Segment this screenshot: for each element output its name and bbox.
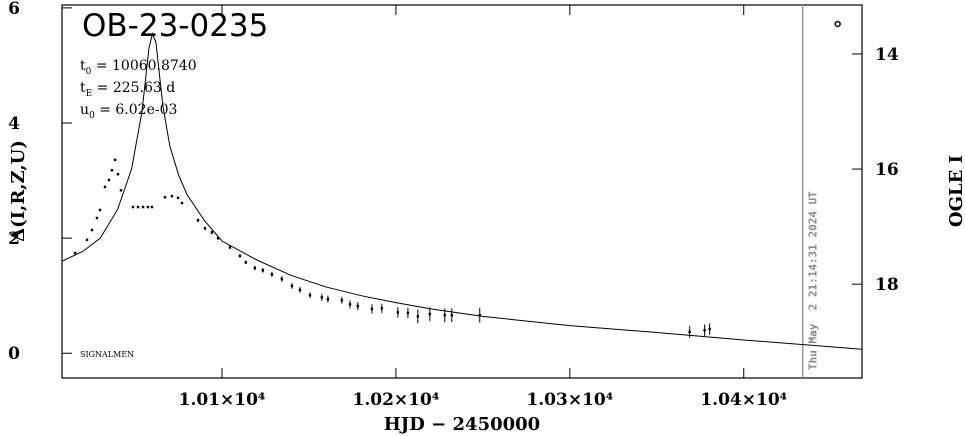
data-point	[280, 277, 284, 281]
data-point	[141, 205, 145, 209]
data-point	[146, 205, 150, 209]
data-point	[320, 296, 324, 299]
data-point	[244, 261, 248, 264]
data-point	[119, 189, 123, 192]
fit-parameter: tE = 225.63 d	[80, 80, 175, 99]
data-point	[103, 185, 107, 189]
data-point	[196, 219, 200, 222]
y-tick-label: 0	[8, 344, 20, 364]
data-point	[340, 299, 344, 302]
param-subscript: 0	[86, 67, 92, 77]
data-point	[348, 303, 352, 306]
y2-axis-label: OGLE I	[946, 155, 965, 227]
y-tick-label: 4	[8, 114, 20, 134]
y-axis-label: Δ(I,R,Z,U)	[8, 140, 29, 242]
y2-tick-label: 18	[875, 275, 899, 295]
data-point	[703, 329, 706, 332]
data-point	[131, 205, 135, 209]
data-point	[85, 238, 89, 242]
y-tick-label: 2	[8, 229, 20, 249]
data-point	[356, 304, 360, 308]
signature: SIGNALMEN	[80, 350, 134, 359]
data-point	[90, 228, 94, 232]
data-point	[708, 327, 711, 331]
param-text: = 225.63 d	[92, 80, 175, 96]
data-point	[228, 246, 232, 249]
data-point	[443, 314, 446, 317]
data-point	[95, 216, 99, 220]
x-tick-label: 1.04×10⁴	[700, 390, 787, 410]
y2-tick-label: 16	[875, 160, 899, 180]
param-subscript: 0	[89, 111, 95, 121]
data-point	[180, 201, 184, 205]
chart-title: OB-23-0235	[82, 8, 268, 44]
data-point	[261, 269, 265, 272]
plot-frame	[61, 4, 863, 379]
data-point	[450, 314, 453, 317]
x-tick-label: 1.02×10⁴	[353, 390, 440, 410]
data-point	[216, 236, 220, 240]
model-curve	[62, 32, 862, 350]
data-point	[110, 169, 114, 172]
data-point	[136, 205, 140, 209]
data-point	[380, 307, 384, 310]
x-axis-label: HJD − 2450000	[384, 414, 540, 435]
data-point	[406, 311, 410, 315]
data-point	[203, 227, 207, 230]
data-point	[396, 311, 400, 314]
timestamp: Thu May 2 21:14:31 2024 UT	[807, 191, 820, 370]
data-point	[270, 273, 274, 276]
data-point	[113, 158, 117, 162]
data-point	[688, 330, 691, 334]
data-point	[834, 20, 841, 28]
data-point	[107, 178, 111, 182]
data-point	[98, 208, 102, 212]
param-symbol: u	[80, 102, 89, 118]
data-point	[370, 307, 374, 311]
data-point	[290, 284, 294, 288]
data-point	[416, 315, 420, 318]
param-text: = 10060.8740	[91, 58, 196, 74]
data-point	[116, 173, 120, 176]
x-tick-label: 1.03×10⁴	[526, 390, 613, 410]
fit-parameter: t0 = 10060.8740	[80, 58, 197, 77]
data-point	[163, 196, 167, 199]
data-point	[176, 196, 180, 200]
param-subscript: E	[86, 89, 93, 99]
param-symbol: t	[80, 58, 86, 74]
data-point	[478, 314, 481, 317]
plot-area	[62, 20, 862, 350]
data-point	[73, 251, 77, 255]
y2-tick-label: 14	[875, 45, 899, 65]
data-point	[326, 297, 330, 301]
y-tick-label: 6	[8, 0, 20, 19]
data-point	[428, 312, 432, 316]
data-point	[150, 205, 154, 209]
data-point	[170, 194, 174, 198]
data-point	[210, 231, 214, 234]
data-point	[253, 266, 257, 270]
param-text: = 6.02e-03	[95, 102, 178, 118]
fit-parameter: u0 = 6.02e-03	[80, 102, 177, 121]
param-symbol: t	[80, 80, 86, 96]
data-point	[298, 288, 302, 292]
data-point	[308, 293, 312, 297]
x-tick-label: 1.01×10⁴	[179, 390, 266, 410]
data-point	[238, 254, 242, 258]
